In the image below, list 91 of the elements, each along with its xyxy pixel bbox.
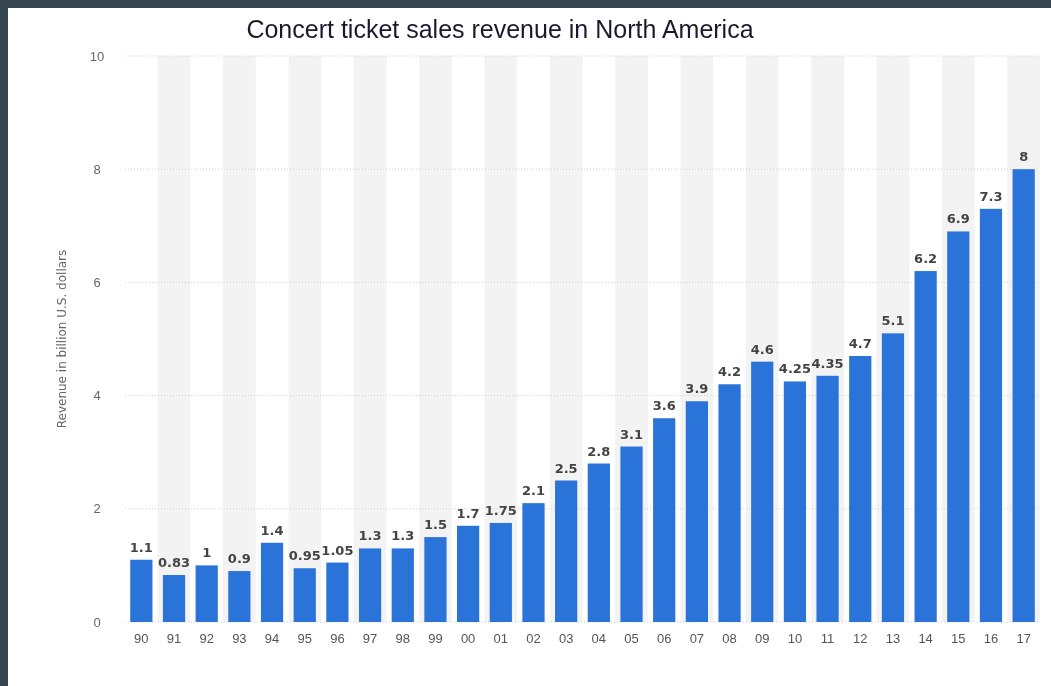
bar	[162, 575, 186, 622]
data-label: 0.83	[157, 555, 191, 571]
x-tick-label: 91	[166, 631, 182, 647]
chart-title: Concert ticket sales revenue in North America	[246, 15, 754, 43]
x-tick-label: 10	[787, 631, 803, 647]
data-label: 6.2	[914, 251, 938, 267]
bar	[816, 375, 839, 622]
bar	[914, 271, 937, 622]
bar	[685, 401, 708, 622]
y-tick-label: 10	[89, 48, 105, 64]
data-label: 1.75	[484, 502, 517, 518]
x-tick-label: 14	[918, 631, 933, 647]
data-label: 1.3	[391, 528, 415, 544]
data-label: 3.6	[652, 398, 676, 414]
data-label: 1.05	[321, 542, 354, 558]
data-label: 1.3	[358, 528, 382, 544]
bar	[555, 480, 578, 622]
x-tick-label: 12	[853, 631, 868, 647]
data-label: 3.9	[685, 381, 709, 397]
data-label: 4.6	[750, 341, 774, 357]
x-tick-label: 15	[951, 631, 966, 647]
x-tick-label: 98	[395, 631, 410, 647]
bar	[293, 568, 316, 622]
bar	[260, 542, 284, 622]
x-tick-label: 02	[526, 631, 541, 647]
bar	[783, 381, 807, 622]
bar	[326, 562, 349, 622]
data-label: 1.4	[260, 522, 284, 538]
x-tick-label: 99	[428, 631, 443, 647]
bar	[849, 355, 872, 622]
y-tick-label: 4	[93, 388, 101, 404]
bar	[228, 571, 251, 622]
x-tick-label: 09	[755, 631, 770, 647]
x-tick-label: 96	[330, 631, 345, 647]
y-tick-label: 8	[93, 161, 101, 177]
x-tick-label: 90	[134, 631, 149, 647]
bar	[947, 231, 970, 622]
data-label: 4.35	[811, 355, 844, 371]
data-label: 0.9	[227, 551, 251, 567]
data-label: 8	[1019, 149, 1029, 165]
bar	[391, 548, 414, 622]
bar	[457, 525, 480, 622]
x-tick-label: 03	[558, 631, 574, 647]
x-tick-label: 04	[591, 631, 607, 647]
data-label: 2.1	[521, 483, 545, 499]
x-tick-label: 00	[460, 631, 476, 647]
x-tick-label: 13	[885, 631, 901, 647]
x-tick-label: 17	[1016, 631, 1031, 647]
bar	[522, 503, 545, 622]
y-tick-label: 2	[93, 501, 101, 517]
y-tick-label: 0	[93, 614, 101, 630]
data-label: 4.2	[718, 364, 742, 380]
data-label: 2.5	[554, 460, 578, 476]
x-tick-label: 92	[199, 631, 214, 647]
x-tick-label: 93	[232, 631, 247, 647]
bar	[881, 333, 905, 622]
bar	[587, 463, 610, 622]
x-tick-label: 07	[689, 631, 705, 647]
data-label: 4.7	[848, 335, 872, 351]
bar	[620, 446, 643, 622]
x-tick-label: 16	[983, 631, 999, 647]
data-label: 4.25	[778, 361, 811, 377]
y-axis-title: Revenue in billion U.S. dollars	[55, 249, 69, 429]
data-label: 3.1	[620, 426, 644, 442]
x-tick-label: 97	[362, 631, 378, 647]
bar	[718, 384, 741, 622]
bar	[489, 522, 512, 622]
y-tick-label: 6	[93, 275, 101, 291]
x-tick-label: 95	[297, 631, 312, 647]
data-label: 6.9	[946, 211, 970, 227]
bar	[195, 565, 218, 622]
data-label: 1.1	[129, 539, 153, 555]
bar	[979, 208, 1003, 622]
data-label: 1.7	[456, 505, 480, 521]
x-tick-label: 05	[624, 631, 639, 647]
bar	[751, 361, 774, 622]
bar	[130, 559, 153, 622]
x-tick-label: 06	[656, 631, 672, 647]
data-label: 1.5	[423, 517, 447, 533]
data-label: 2.8	[587, 443, 611, 459]
x-tick-label: 11	[820, 631, 835, 647]
data-label: 0.95	[288, 548, 321, 564]
data-label: 1	[202, 545, 212, 561]
x-tick-label: 94	[264, 631, 280, 647]
bar	[424, 537, 447, 622]
data-label: 7.3	[979, 188, 1003, 204]
x-tick-label: 08	[722, 631, 737, 647]
x-tick-label: 01	[493, 631, 509, 647]
bar	[358, 548, 382, 622]
data-label: 5.1	[881, 313, 905, 329]
bar	[653, 418, 676, 622]
